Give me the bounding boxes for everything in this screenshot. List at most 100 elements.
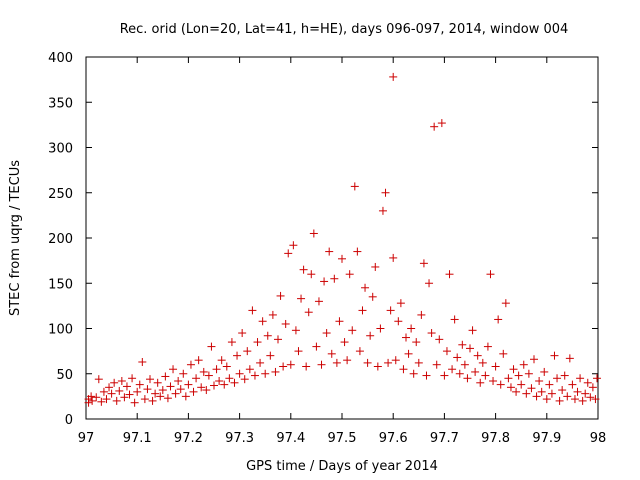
- x-tick-label: 97.4: [276, 431, 305, 446]
- data-point: [105, 383, 114, 392]
- data-point: [586, 393, 595, 402]
- data-point: [384, 358, 393, 367]
- data-point: [570, 395, 579, 404]
- data-point: [120, 393, 129, 402]
- y-tick-label: 250: [48, 187, 73, 202]
- data-point: [366, 331, 375, 340]
- data-point: [458, 340, 467, 349]
- data-point: [560, 371, 569, 380]
- data-point: [455, 369, 464, 378]
- data-point: [110, 378, 119, 387]
- x-tick-label: 98: [590, 431, 607, 446]
- data-point: [427, 329, 436, 338]
- data-point: [563, 392, 572, 401]
- data-point: [92, 393, 101, 402]
- data-point: [486, 270, 495, 279]
- x-tick-label: 97.8: [481, 431, 510, 446]
- data-point: [558, 386, 567, 395]
- data-point: [161, 372, 170, 381]
- data-point: [358, 306, 367, 315]
- data-point: [286, 360, 295, 369]
- data-point: [317, 360, 326, 369]
- data-point: [414, 358, 423, 367]
- data-point: [140, 395, 149, 404]
- data-point: [146, 375, 154, 384]
- data-point: [407, 324, 416, 333]
- x-tick-label: 97.5: [328, 431, 357, 446]
- data-point: [547, 389, 556, 398]
- data-point: [499, 349, 508, 358]
- data-point: [289, 241, 298, 250]
- data-point: [530, 355, 538, 364]
- data-point: [409, 369, 418, 378]
- x-tick-label: 97.1: [123, 431, 152, 446]
- data-point: [133, 387, 142, 396]
- data-point: [212, 365, 221, 374]
- data-point: [343, 356, 352, 365]
- data-point: [389, 253, 398, 262]
- data-point: [512, 387, 521, 396]
- data-point: [514, 371, 523, 380]
- data-point: [501, 299, 510, 308]
- data-point: [494, 315, 503, 324]
- data-point: [460, 360, 469, 369]
- data-point: [386, 306, 395, 315]
- data-point: [256, 358, 265, 367]
- data-point: [238, 329, 247, 338]
- data-point: [261, 369, 270, 378]
- data-point: [199, 367, 208, 376]
- data-point: [573, 387, 582, 396]
- data-point: [112, 396, 121, 405]
- data-point: [550, 351, 559, 360]
- data-point: [143, 385, 152, 394]
- data-point: [130, 398, 139, 407]
- x-tick-label: 97.7: [430, 431, 459, 446]
- data-point: [522, 389, 531, 398]
- data-point: [555, 396, 564, 405]
- data-point: [412, 338, 421, 347]
- data-point: [189, 387, 198, 396]
- data-point: [348, 326, 357, 335]
- x-tick-label: 97.2: [174, 431, 203, 446]
- data-point: [312, 342, 321, 351]
- data-point: [166, 382, 175, 391]
- data-point: [204, 371, 213, 380]
- data-point: [527, 384, 536, 393]
- data-point: [87, 392, 96, 401]
- data-point: [468, 326, 477, 335]
- data-point: [394, 317, 403, 326]
- data-point: [135, 380, 144, 389]
- data-point: [294, 347, 303, 356]
- data-point: [389, 72, 398, 81]
- data-point: [207, 342, 216, 351]
- data-point: [519, 360, 528, 369]
- data-point: [279, 362, 288, 371]
- data-point: [233, 351, 242, 360]
- data-point: [235, 369, 244, 378]
- data-point: [345, 270, 354, 279]
- data-point: [371, 262, 380, 271]
- data-point: [117, 376, 126, 385]
- x-tick-label: 97.9: [532, 431, 561, 446]
- data-points: [84, 72, 601, 407]
- data-point: [376, 324, 385, 333]
- data-point: [215, 376, 224, 385]
- data-point: [583, 378, 592, 387]
- data-point: [537, 387, 546, 396]
- data-point: [138, 357, 147, 366]
- data-point: [94, 375, 103, 384]
- data-point: [163, 394, 172, 403]
- data-point: [210, 381, 218, 390]
- data-point: [581, 389, 590, 398]
- y-tick-label: 300: [48, 142, 73, 157]
- data-point: [471, 367, 480, 376]
- data-point: [440, 371, 449, 380]
- data-point: [88, 396, 97, 405]
- data-point: [506, 383, 515, 392]
- data-point: [335, 317, 344, 326]
- data-point: [463, 374, 472, 383]
- data-point: [299, 265, 308, 274]
- data-point: [291, 326, 300, 335]
- data-point: [517, 380, 526, 389]
- data-point: [304, 308, 313, 317]
